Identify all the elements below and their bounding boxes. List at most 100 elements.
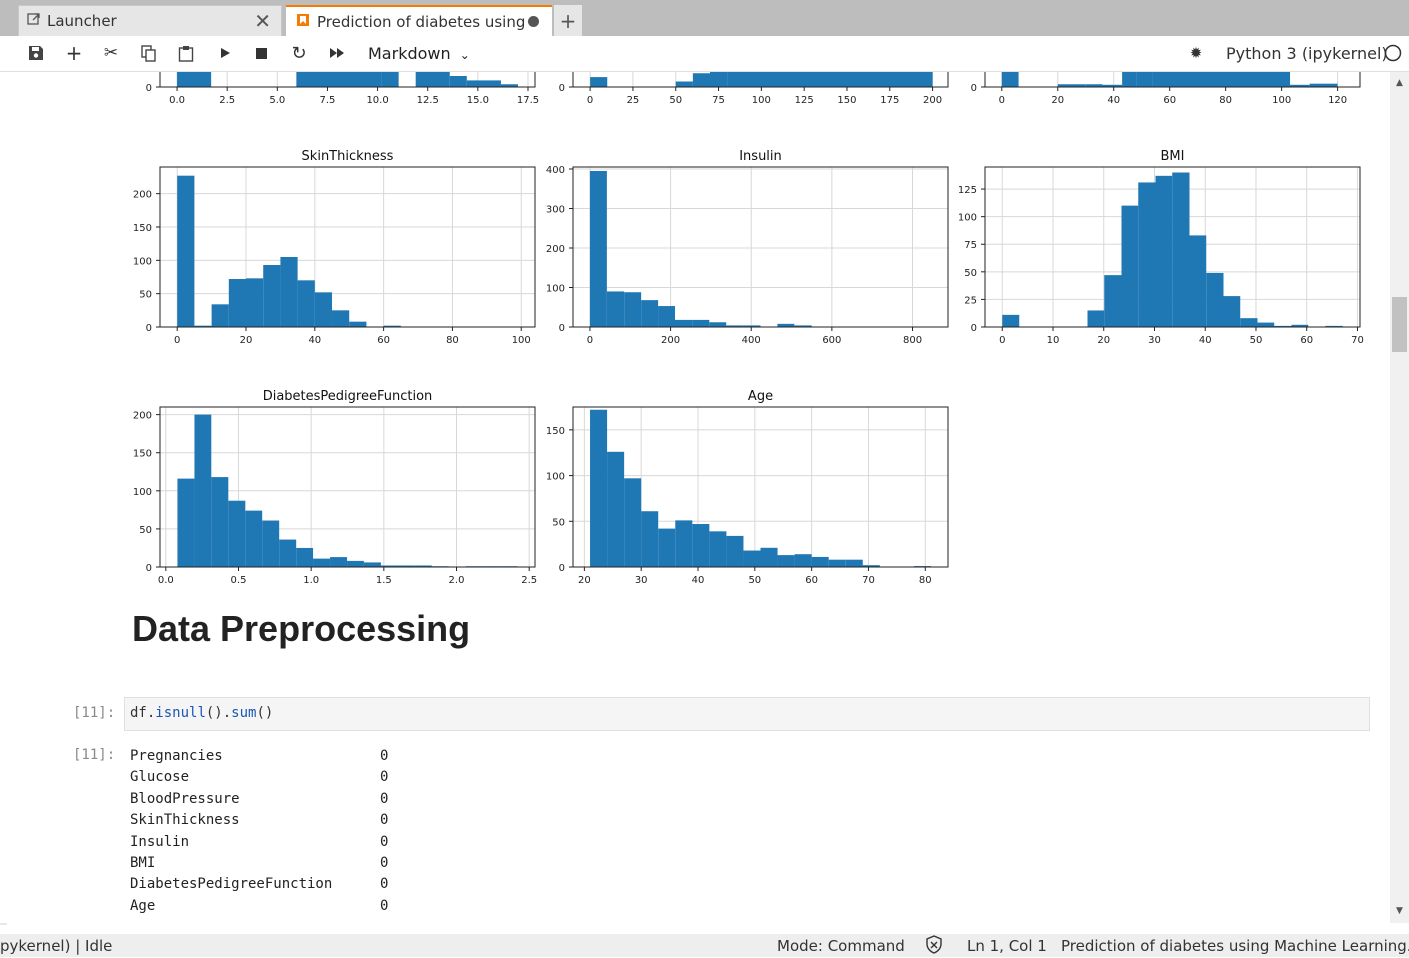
histogram-bar bbox=[726, 535, 744, 567]
histogram-bar bbox=[1085, 84, 1103, 87]
x-tick-label: 10.0 bbox=[366, 95, 388, 106]
notebook-icon bbox=[296, 13, 310, 31]
cut-button[interactable]: ✂ bbox=[100, 42, 122, 64]
cell-type-dropdown[interactable]: Markdown ⌄ bbox=[368, 44, 470, 63]
kernel-status-text[interactable]: pykernel) | Idle bbox=[0, 937, 113, 955]
histogram-panel: 20 30 40 50 60 70 80 0 50 100 150 Age bbox=[546, 389, 949, 586]
output-name: Pregnancies bbox=[130, 748, 223, 764]
histogram-bar bbox=[262, 520, 280, 567]
x-tick-label: 75 bbox=[712, 95, 725, 106]
histogram-bar bbox=[177, 175, 195, 327]
x-tick-label: 70 bbox=[862, 575, 875, 586]
x-tick-label: 5.0 bbox=[269, 95, 285, 106]
x-tick-label: 0.0 bbox=[158, 575, 174, 586]
x-tick-label: 0 bbox=[999, 335, 1005, 346]
scrollbar-thumb[interactable] bbox=[1392, 297, 1407, 352]
y-tick-label: 0 bbox=[559, 323, 565, 334]
histogram-bar bbox=[590, 409, 608, 567]
tab-launcher[interactable]: Launcher ✕ bbox=[18, 5, 282, 36]
x-tick-label: 175 bbox=[880, 95, 899, 106]
y-tick-label: 75 bbox=[964, 240, 977, 251]
x-tick-label: 2.5 bbox=[219, 95, 235, 106]
x-tick-label: 60 bbox=[1163, 95, 1176, 106]
new-tab-button[interactable]: + bbox=[554, 5, 582, 36]
code-cell[interactable]: df.isnull().sum() bbox=[124, 697, 1370, 731]
histogram-bar bbox=[1325, 325, 1343, 327]
output-row: Age 0 bbox=[130, 896, 388, 917]
y-tick-label: 0 bbox=[146, 563, 152, 574]
scroll-down-icon[interactable]: ▼ bbox=[1396, 906, 1403, 916]
histogram-bar bbox=[297, 280, 315, 327]
y-tick-label: 100 bbox=[546, 472, 565, 483]
histogram-bar bbox=[246, 278, 264, 327]
histogram-bar bbox=[1257, 322, 1275, 327]
x-tick-label: 2.0 bbox=[449, 575, 465, 586]
histogram-bar bbox=[743, 325, 761, 327]
output-value: 0 bbox=[380, 833, 389, 850]
output-row: Insulin 0 bbox=[130, 832, 388, 853]
interrupt-button[interactable] bbox=[250, 42, 272, 64]
histogram-bar bbox=[296, 72, 382, 87]
vertical-scrollbar[interactable] bbox=[1390, 72, 1409, 923]
tab-notebook[interactable]: Prediction of diabetes using bbox=[286, 5, 552, 36]
output-name: BMI bbox=[130, 854, 156, 871]
x-tick-label: 7.5 bbox=[319, 95, 335, 106]
output-name: Glucose bbox=[130, 769, 190, 786]
y-tick-label: 200 bbox=[546, 244, 565, 255]
restart-button[interactable]: ↻ bbox=[288, 42, 310, 64]
histogram-bar bbox=[1223, 296, 1241, 327]
x-tick-label: 150 bbox=[837, 95, 856, 106]
plot-frame bbox=[984, 166, 1361, 328]
scroll-up-icon[interactable]: ▲ bbox=[1396, 78, 1403, 88]
mode-indicator[interactable]: Mode: Command bbox=[777, 937, 905, 955]
x-tick-label: 20 bbox=[1051, 95, 1064, 106]
x-tick-label: 30 bbox=[1148, 335, 1161, 346]
histogram-bar bbox=[1136, 72, 1153, 87]
histogram-bar bbox=[1002, 314, 1020, 327]
unsaved-dot-icon[interactable] bbox=[528, 16, 539, 27]
shield-x-icon[interactable] bbox=[925, 935, 943, 958]
x-tick-label: 60 bbox=[377, 335, 390, 346]
copy-button[interactable] bbox=[138, 42, 160, 64]
y-tick-label: 50 bbox=[552, 517, 565, 528]
code-var: df. bbox=[130, 705, 156, 721]
x-tick-label: 17.5 bbox=[517, 95, 539, 106]
histogram-bar bbox=[709, 322, 727, 327]
output-name: SkinThickness bbox=[130, 812, 240, 829]
histogram-bar bbox=[675, 520, 693, 567]
x-tick-label: 60 bbox=[1300, 335, 1313, 346]
plus-icon: + bbox=[65, 41, 83, 65]
x-tick-label: 125 bbox=[795, 95, 814, 106]
paste-button[interactable] bbox=[175, 42, 197, 64]
output-area: Pregnancies 0 Glucose 0 BloodPressure 0 Ski… bbox=[130, 746, 388, 917]
restart-run-all-button[interactable] bbox=[326, 42, 348, 64]
histogram-bar bbox=[777, 323, 795, 327]
histogram-bar bbox=[177, 72, 212, 87]
histogram-bar bbox=[296, 547, 314, 567]
histogram-panel: 0 200 400 600 800 0 100 200 300 400 Insulin bbox=[546, 149, 949, 346]
x-tick-label: 100 bbox=[752, 95, 771, 106]
histogram-bar bbox=[658, 528, 676, 567]
run-button[interactable] bbox=[214, 42, 236, 64]
save-button[interactable] bbox=[25, 42, 47, 64]
cursor-position[interactable]: Ln 1, Col 1 bbox=[967, 937, 1047, 955]
debugger-button[interactable]: ✹ bbox=[1185, 42, 1207, 64]
histogram-bar bbox=[624, 292, 642, 327]
x-tick-label: 12.5 bbox=[417, 95, 439, 106]
y-tick-label: 0 bbox=[559, 83, 565, 94]
histogram-bar bbox=[194, 325, 212, 327]
code-fn2: sum bbox=[231, 705, 257, 721]
histogram-bar bbox=[245, 510, 263, 567]
x-tick-label: 15.0 bbox=[467, 95, 489, 106]
histogram-bar bbox=[794, 554, 812, 567]
histogram-bar bbox=[1122, 72, 1137, 87]
histogram-bar bbox=[397, 565, 415, 567]
copy-icon bbox=[141, 44, 156, 62]
x-tick-label: 40 bbox=[1199, 335, 1212, 346]
y-tick-label: 150 bbox=[546, 426, 565, 437]
histogram-bar bbox=[606, 291, 625, 327]
kernel-name[interactable]: Python 3 (ipykernel) bbox=[1226, 44, 1388, 63]
close-icon[interactable]: ✕ bbox=[254, 9, 271, 33]
histogram-bar bbox=[692, 319, 710, 327]
insert-cell-button[interactable]: + bbox=[63, 41, 85, 65]
